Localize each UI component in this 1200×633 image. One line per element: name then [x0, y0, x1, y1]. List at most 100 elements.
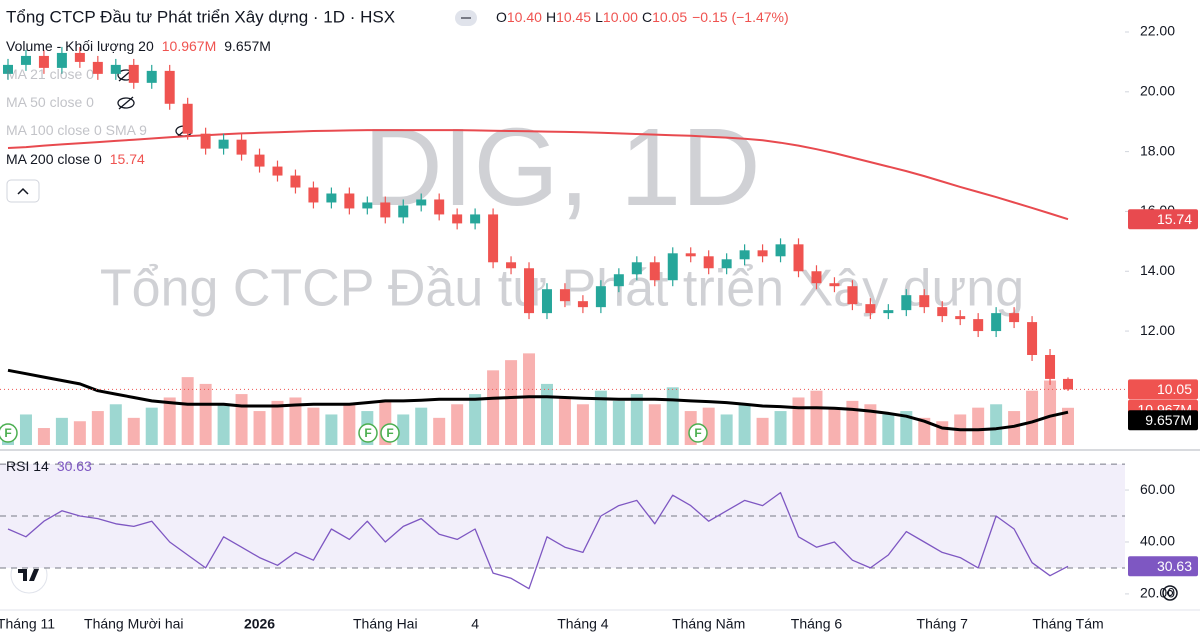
volume-bar	[487, 370, 500, 445]
ma200-line	[7, 129, 1069, 221]
indicator-name: MA 200 close 0	[6, 151, 102, 167]
candle-body	[200, 133, 211, 149]
settings-icon[interactable]	[1162, 585, 1178, 601]
volume-ma-line	[7, 368, 1069, 432]
volume-bar	[972, 407, 985, 445]
indicator-legend[interactable]: MA 100 close 0 SMA 9	[6, 122, 147, 138]
volume-bar	[576, 404, 589, 445]
candle-body	[128, 64, 139, 83]
price-tag-label: 30.63	[1157, 558, 1192, 574]
event-marker[interactable]	[358, 423, 378, 443]
candle-body	[595, 286, 606, 308]
ohlc-value: 10.40	[507, 9, 542, 25]
candle-body	[362, 202, 373, 209]
event-label: F	[694, 426, 701, 440]
candle-body	[380, 202, 391, 218]
title: Tổng CTCP Đầu tư Phát triển Xây dựng · 1…	[6, 7, 395, 26]
price-tag-label: 9.657M	[1145, 412, 1192, 428]
volume-bar	[882, 414, 895, 445]
candle-body	[344, 193, 355, 209]
volume-bar	[271, 400, 284, 445]
volume-bar	[109, 404, 122, 445]
event-marker[interactable]	[0, 423, 18, 443]
indicator-value: 15.74	[110, 151, 145, 167]
volume-bar	[630, 394, 643, 445]
x-tick-label: Tháng 11	[0, 616, 55, 632]
candle-body	[667, 253, 678, 281]
indicator-value: 10.967M	[162, 38, 216, 54]
y-tick-label: 22.00	[1140, 23, 1175, 39]
candle-body	[308, 187, 319, 203]
x-tick-label: Tháng Tám	[1032, 616, 1103, 632]
candle-body	[290, 175, 301, 188]
candle-body	[1009, 313, 1020, 323]
volume-bar	[936, 421, 949, 445]
price-tag	[1128, 379, 1198, 400]
volume-bar	[127, 417, 140, 445]
candle-body	[56, 52, 67, 68]
volume-bar	[325, 414, 338, 445]
volume-bar	[289, 397, 302, 445]
candle-body	[883, 310, 894, 314]
volume-bar	[55, 417, 68, 445]
settings-center	[1166, 589, 1174, 597]
candle-body	[74, 52, 85, 62]
candle-body	[847, 286, 858, 305]
candle-body	[739, 250, 750, 260]
rsi-value: 30.63	[57, 458, 92, 474]
candle-body	[488, 214, 499, 263]
eye-icon[interactable]	[117, 97, 135, 109]
volume-bar	[307, 407, 320, 445]
event-marker[interactable]	[380, 423, 400, 443]
volume-bar	[253, 411, 266, 445]
collapse-button[interactable]	[6, 179, 40, 203]
indicator-legend[interactable]: MA 21 close 0	[6, 66, 94, 82]
volume-bar	[343, 404, 356, 445]
y-tick-label: 40.00	[1140, 533, 1175, 549]
candle-body	[577, 301, 588, 308]
ohlc-key: L	[595, 9, 603, 25]
ohlc-key: C	[642, 9, 652, 25]
candle-body	[973, 319, 984, 332]
volume-bar	[145, 407, 158, 445]
volume-bar	[1008, 411, 1021, 445]
volume-bar	[523, 353, 536, 445]
volume-bar	[181, 377, 194, 445]
y-tick-label: 20.00	[1140, 83, 1175, 99]
candle-body	[3, 64, 13, 74]
x-tick-label: Tháng Hai	[353, 616, 418, 632]
indicator-legend[interactable]: MA 200 close 0 15.74	[6, 151, 145, 167]
indicator-legend[interactable]: Volume - Khối lượng 20 10.967M 9.657M	[6, 38, 271, 54]
x-tick-label: Tháng 6	[791, 616, 843, 632]
event-label: F	[4, 426, 11, 440]
indicator-legend[interactable]: MA 50 close 0	[6, 94, 94, 110]
event-marker[interactable]	[688, 423, 708, 443]
candle-body	[110, 64, 121, 74]
candle-body	[901, 295, 912, 311]
y-tick-label: 60.00	[1140, 481, 1175, 497]
event-label: F	[386, 426, 393, 440]
watermark-name: Tổng CTCP Đầu tư Phát triển Xây dựng	[100, 260, 1024, 318]
volume-bar	[612, 400, 625, 445]
candle-body	[218, 139, 229, 149]
candle-body	[182, 103, 193, 134]
candle-body	[829, 283, 840, 287]
candle-body	[92, 61, 103, 74]
x-tick-label: 4	[471, 616, 479, 632]
volume-bar	[846, 400, 859, 445]
y-tick-label: 20.00	[1140, 585, 1175, 601]
volume-bar	[864, 404, 877, 445]
indicator-value: 9.657M	[224, 38, 271, 54]
volume-bar	[415, 407, 428, 445]
candle-body	[955, 316, 966, 320]
watermark: DIG, 1D Tổng CTCP Đầu tư Phát triển Xây d…	[100, 106, 1024, 318]
volume-bar	[810, 390, 823, 445]
candle-body	[937, 307, 948, 317]
volume-bar	[1062, 407, 1074, 445]
candle-body	[991, 313, 1002, 332]
candle-body	[146, 70, 157, 83]
volume-bar	[73, 421, 86, 445]
candle-body	[541, 289, 552, 314]
